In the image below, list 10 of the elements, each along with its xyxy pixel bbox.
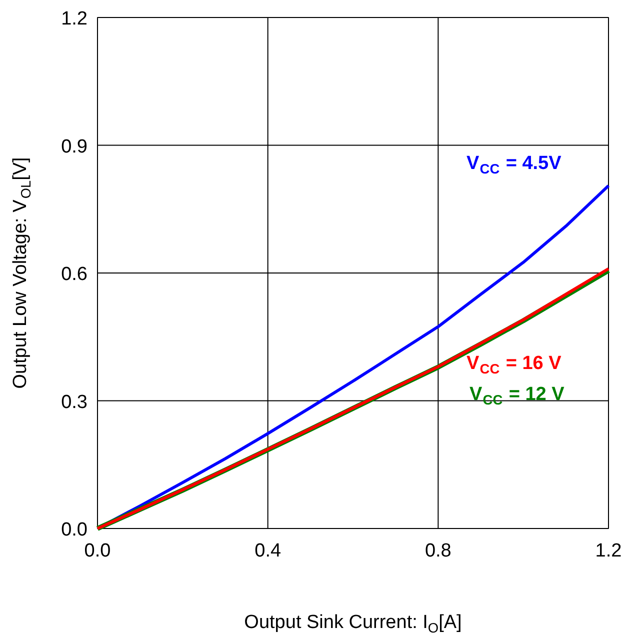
x-tick-label: 0.4: [254, 540, 282, 562]
y-axis-title: Output Low Voltage: VOL[V]: [10, 157, 34, 389]
y-tick-label: 0.6: [61, 264, 88, 285]
x-tick-label: 0.0: [84, 540, 111, 562]
y-tick-label: 0.9: [61, 136, 88, 158]
y-tick-label: 0.3: [61, 392, 88, 413]
y-tick-label: 1.2: [61, 8, 88, 30]
x-tick-label: 1.2: [595, 540, 622, 562]
x-tick-label: 0.8: [424, 540, 452, 562]
y-tick-label: 0.0: [61, 520, 88, 540]
